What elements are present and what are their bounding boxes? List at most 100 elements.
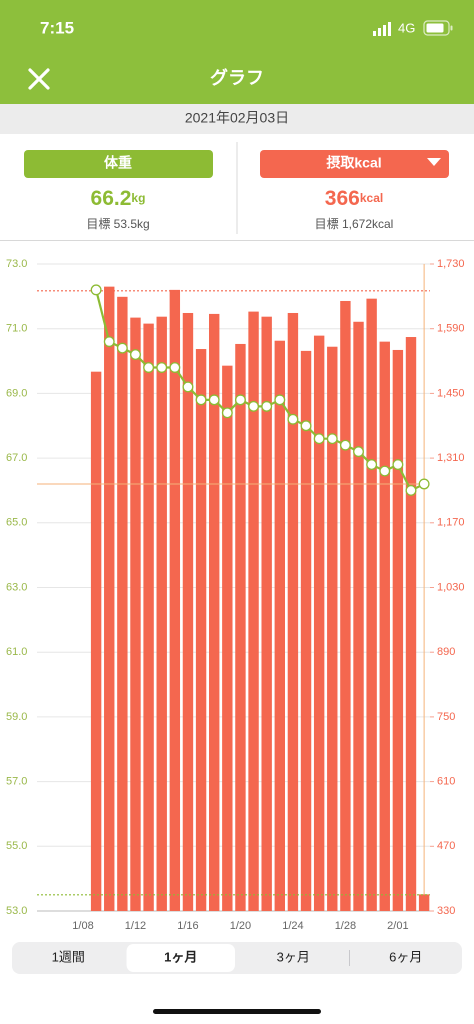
bar [261,316,272,911]
line-point [300,420,312,432]
line-point [366,459,378,471]
line-point [103,336,115,348]
y-tick-label: 65.0 [6,517,27,529]
kcal-goal: 目標 1,672kcal [315,217,394,231]
header-title: グラフ [210,67,264,88]
kcal-button-label: 摂取kcal [326,155,381,171]
date-label: 2021年02月03日 [185,110,289,126]
header-background [0,0,474,104]
kcal-number: 366 [325,187,360,210]
home-indicator [153,1009,321,1014]
y2-tick-label: 1,590 [437,323,465,335]
tab[interactable]: 1ヶ月 [164,949,197,964]
y2-tick-label: 750 [437,711,455,723]
line-point [195,394,207,406]
bar [104,286,115,911]
line-point [156,362,168,373]
kcal-value: 366kcal [325,187,383,210]
bar [90,371,102,911]
y-tick-label: 71.0 [6,323,27,335]
y2-tick-label: 890 [437,646,455,658]
y2-tick-label: 1,030 [437,581,465,593]
tab[interactable]: 6ヶ月 [389,949,422,964]
line-point [90,284,102,296]
x-tick-label: 1/16 [177,920,198,932]
y-tick-label: 53.0 [6,905,27,917]
line-point [234,394,246,406]
line-point [169,362,181,373]
close-button[interactable] [28,68,50,90]
signal-icon [373,22,391,36]
weight-number: 66.2 [91,187,132,210]
bar [222,365,233,912]
bar [274,340,285,912]
weight-goal: 目標 53.5kg [86,217,149,231]
x-tick-label: 1/08 [72,920,93,932]
bar [235,343,246,912]
y-tick-label: 61.0 [6,646,27,658]
line-point [221,407,233,419]
y2-tick-label: 330 [437,905,455,917]
line-point [313,433,325,445]
line-point [287,413,299,425]
y2-tick-label: 1,170 [437,517,465,529]
line-point [353,446,364,458]
bar [156,316,167,911]
line-point [182,381,194,393]
status-time: 7:15 [40,18,74,37]
bar [300,350,312,912]
y-tick-label: 63.0 [6,581,27,593]
line-point [326,433,338,445]
y2-tick-label: 470 [437,840,455,852]
tab[interactable]: 1週間 [52,949,85,964]
bar [130,317,141,911]
line-point [261,400,273,412]
y2-tick-label: 1,450 [437,387,465,399]
x-tick-label: 2/01 [387,920,408,932]
line-point [130,349,141,361]
line-point [418,478,430,490]
bar [117,296,128,911]
line-point [392,459,404,471]
weight-unit: kg [131,191,145,205]
bar [143,323,154,911]
bar [405,337,417,912]
y2-tick-label: 1,730 [437,258,465,270]
bar [182,312,194,911]
y-tick-label: 59.0 [6,711,27,723]
line-point [405,485,417,496]
tab[interactable]: 3ヶ月 [277,949,310,964]
line-point [208,394,220,406]
bar [287,312,299,911]
y-tick-label: 67.0 [6,452,27,464]
kcal-button[interactable] [260,150,449,178]
y2-tick-label: 1,310 [437,452,465,464]
battery-icon [423,20,453,36]
bar [327,346,338,911]
kcal-unit: kcal [360,191,383,205]
line-point [274,394,286,406]
line-point [339,439,351,451]
tab-selected-background [126,944,235,972]
weight-value: 66.2kg [91,187,146,210]
y2-tick-label: 610 [437,776,455,788]
y-tick-label: 73.0 [6,258,27,270]
bar [353,321,364,912]
bar [195,349,207,911]
line-point [248,400,260,412]
weight-button-label: 体重 [104,155,132,171]
bar [209,313,220,911]
bar [169,289,181,911]
y-tick-label: 57.0 [6,776,27,788]
bar [366,298,377,911]
x-tick-label: 1/24 [282,920,303,932]
bar [379,341,390,911]
dropdown-arrow[interactable] [427,158,441,166]
weight-button[interactable] [24,150,213,178]
y-tick-label: 69.0 [6,387,27,399]
x-tick-label: 1/20 [230,920,251,932]
bar [418,894,430,911]
